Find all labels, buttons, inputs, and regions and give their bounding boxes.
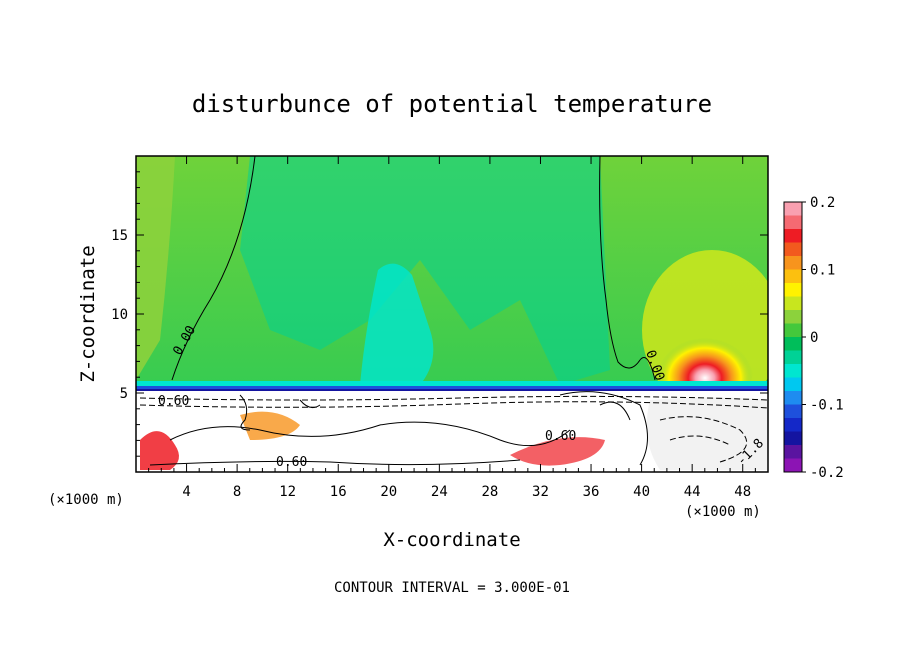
- x-tick-label: 40: [633, 484, 650, 500]
- colorbar-tick-label: -0.1: [810, 398, 844, 414]
- y-tick-label: 5: [120, 386, 128, 402]
- x-tick-label: 12: [279, 484, 296, 500]
- x-tick-label: 48: [734, 484, 751, 500]
- colorbar-tick-label: 0.1: [810, 263, 835, 279]
- colorbar-swatch: [784, 364, 802, 378]
- dashed-contours: [139, 395, 768, 463]
- colorbar-swatch: [784, 215, 802, 230]
- field-inversion-cyan: [136, 381, 768, 387]
- colorbar-swatch: [784, 202, 802, 216]
- field-inversion-blue: [136, 386, 768, 390]
- colorbar-swatch: [784, 391, 802, 405]
- field-cyan-plume: [360, 263, 434, 385]
- colorbar-swatch: [784, 229, 802, 243]
- colorbar-swatch: [784, 283, 802, 297]
- contour-interval-note: CONTOUR INTERVAL = 3.000E-01: [334, 580, 570, 596]
- colorbar-swatch: [784, 404, 802, 419]
- x-tick-label: 4: [182, 484, 190, 500]
- x-tick-label: 44: [684, 484, 701, 500]
- x-units-right: (×1000 m): [685, 504, 761, 520]
- field-red-streak-right: [510, 437, 605, 466]
- x-tick-label: 32: [532, 484, 549, 500]
- colorbar: 0.2 0.1 0 -0.1 -0.2: [783, 195, 844, 481]
- field-orange-streak: [240, 411, 300, 440]
- x-axis-label: X-coordinate: [383, 529, 520, 551]
- colorbar-tick-label: -0.2: [810, 465, 844, 481]
- contour-label: 0.60: [276, 455, 307, 470]
- x-tick-label: 28: [481, 484, 498, 500]
- colorbar-swatch: [784, 350, 802, 365]
- plot-area: [136, 156, 768, 472]
- y-tick-label: 10: [111, 307, 128, 323]
- colorbar-swatch: [784, 242, 802, 257]
- field-cool-plume: [240, 156, 610, 385]
- y-tick-label: 15: [111, 228, 128, 244]
- colorbar-tick-label: 0.2: [810, 195, 835, 211]
- x-tick-label: 20: [380, 484, 397, 500]
- x-tick-label: 8: [233, 484, 241, 500]
- colorbar-swatch: [784, 418, 802, 432]
- colorbar-swatch: [784, 323, 802, 338]
- contour-label: 0.60: [158, 394, 189, 409]
- field-cold-pool: [646, 397, 768, 470]
- chart-title: disturbunce of potential temperature: [192, 90, 712, 118]
- colorbar-swatch: [784, 431, 802, 446]
- colorbar-swatch: [784, 377, 802, 392]
- x-tick-label: 24: [431, 484, 448, 500]
- x-tick-label: 36: [583, 484, 600, 500]
- field-inversion-navy: [136, 389, 768, 391]
- colorbar-swatch: [784, 445, 802, 459]
- contour-label: 0.60: [545, 429, 576, 444]
- x-units-left: (×1000 m): [48, 492, 124, 508]
- colorbar-tick-label: 0: [810, 330, 818, 346]
- field-red-streak-left: [140, 431, 179, 470]
- field-left-edge: [136, 156, 175, 380]
- colorbar-swatch: [784, 337, 802, 351]
- y-axis-label: Z-coordinate: [77, 245, 99, 382]
- x-axis: 4 8 12 16 20 24 28 32 36 40 44 48: [148, 156, 756, 500]
- colorbar-swatch: [784, 296, 802, 311]
- x-tick-label: 16: [330, 484, 347, 500]
- colorbar-swatch: [784, 256, 802, 270]
- solid-contours: [149, 156, 656, 466]
- colorbar-swatch: [784, 269, 802, 284]
- colorbar-swatch: [784, 310, 802, 324]
- y-axis: 5 10 15: [111, 171, 768, 457]
- colorbar-swatch: [784, 458, 802, 473]
